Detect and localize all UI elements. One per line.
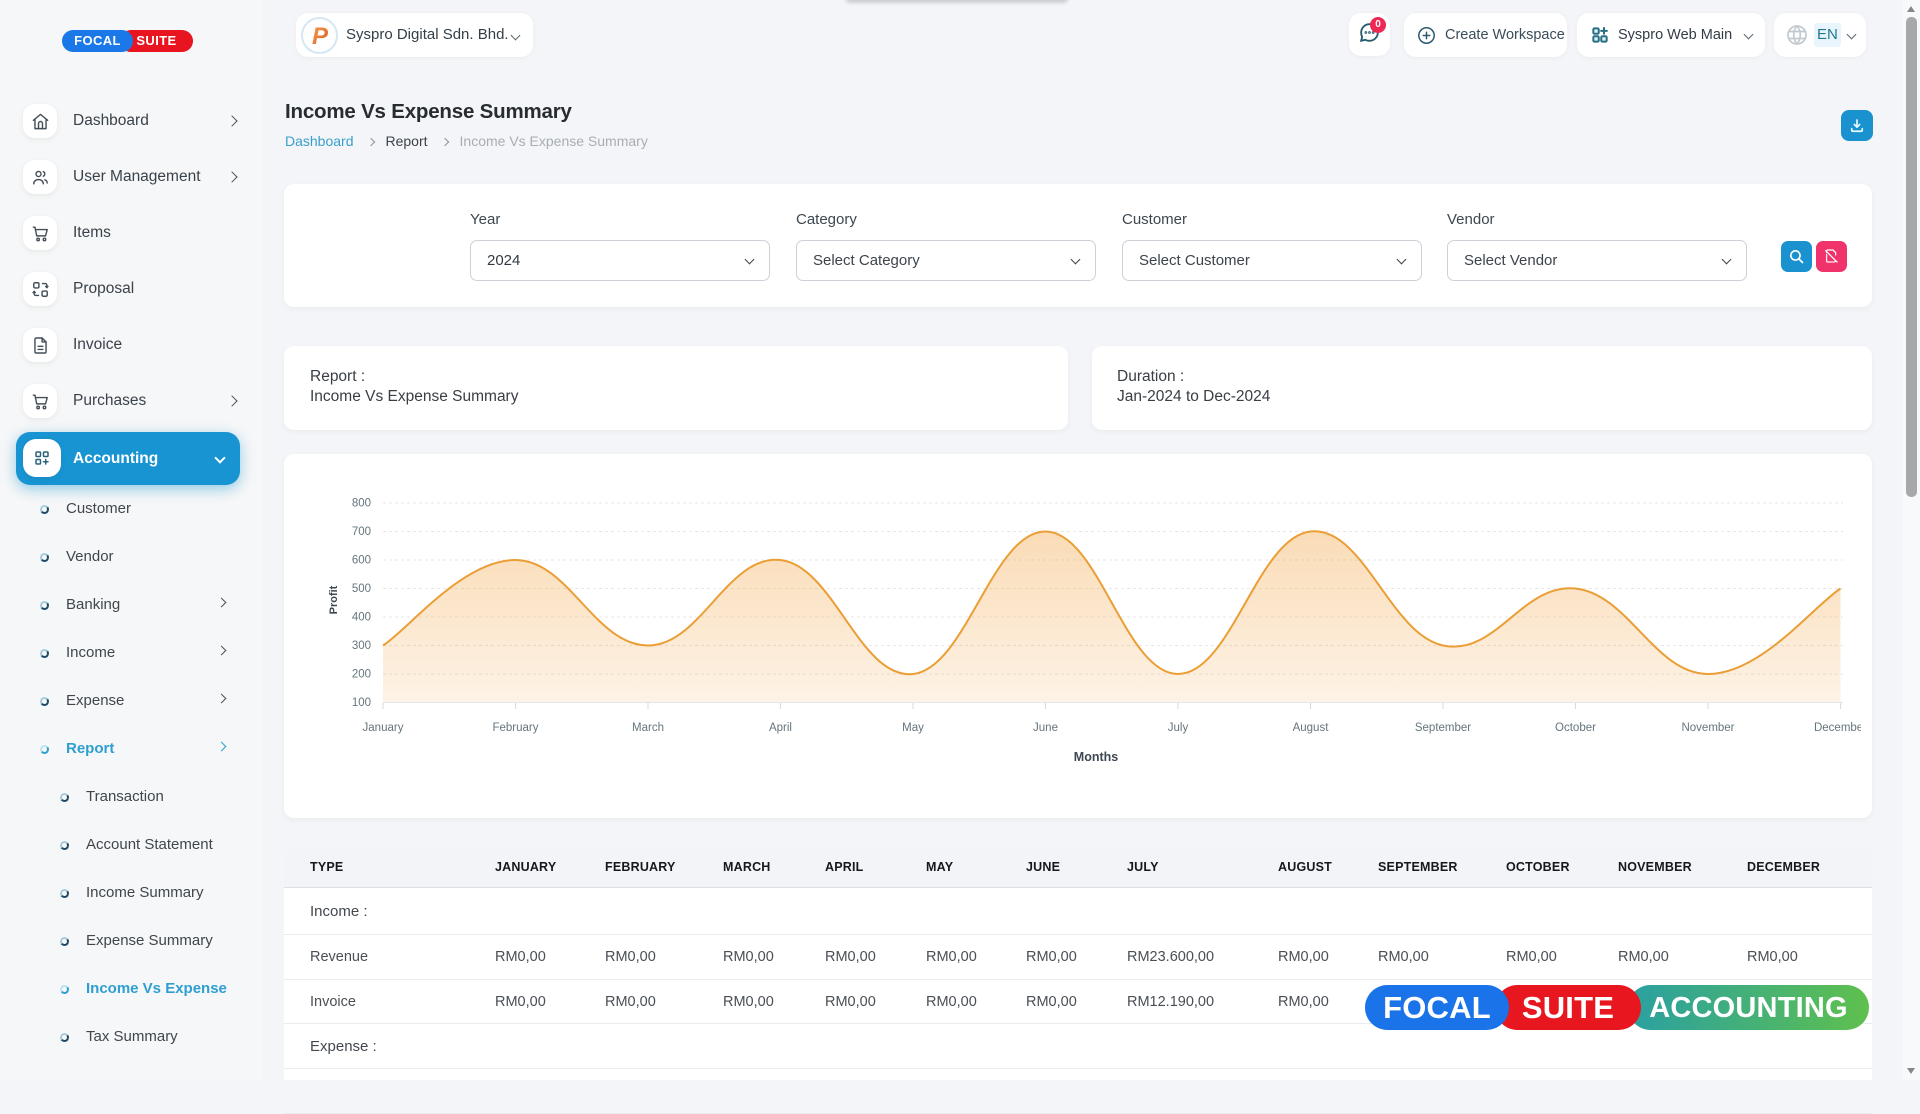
svg-text:December: December xyxy=(1814,722,1861,734)
svg-text:July: July xyxy=(1168,722,1189,734)
svg-text:200: 200 xyxy=(352,669,371,681)
svg-text:January: January xyxy=(363,722,404,734)
svg-text:November: November xyxy=(1681,722,1734,734)
svg-text:April: April xyxy=(769,722,792,734)
svg-text:100: 100 xyxy=(352,697,371,709)
svg-text:Profit: Profit xyxy=(328,585,340,614)
svg-text:Months: Months xyxy=(1074,750,1118,764)
svg-text:500: 500 xyxy=(352,583,371,595)
svg-text:October: October xyxy=(1555,722,1596,734)
svg-text:February: February xyxy=(492,722,538,734)
svg-text:June: June xyxy=(1033,722,1058,734)
svg-text:P: P xyxy=(312,23,329,50)
svg-text:800: 800 xyxy=(352,498,371,510)
svg-text:700: 700 xyxy=(352,526,371,538)
svg-text:August: August xyxy=(1293,722,1330,734)
svg-text:September: September xyxy=(1415,722,1471,734)
svg-text:300: 300 xyxy=(352,640,371,652)
svg-text:600: 600 xyxy=(352,555,371,567)
svg-text:400: 400 xyxy=(352,612,371,624)
svg-text:March: March xyxy=(632,722,664,734)
svg-text:May: May xyxy=(902,722,924,734)
